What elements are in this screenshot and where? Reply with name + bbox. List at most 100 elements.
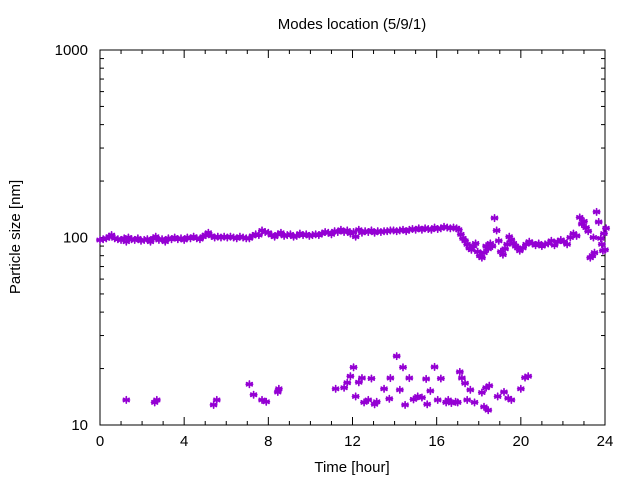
data-point [122, 395, 131, 405]
data-point [455, 367, 464, 376]
data-point [195, 235, 204, 244]
data-point [343, 226, 352, 235]
x-tick-label: 24 [597, 433, 614, 450]
data-point [470, 398, 479, 407]
data-point [204, 228, 213, 237]
data-point [417, 393, 426, 402]
data-point [534, 239, 543, 248]
data-point [469, 242, 478, 251]
data-point [458, 234, 468, 243]
data-point [364, 395, 373, 405]
data-point [550, 241, 559, 250]
data-point [461, 379, 470, 388]
data-point [485, 381, 494, 390]
data-point [409, 395, 418, 404]
data-point [547, 236, 556, 245]
data-point [600, 245, 610, 254]
axes-group: 0 4 8 12 16 20 24 10 100 1000 [55, 42, 614, 450]
data-point [151, 232, 160, 241]
data-point [133, 234, 142, 243]
x-axis-label: Time [hour] [314, 459, 389, 476]
data-point [488, 242, 497, 251]
data-point [292, 231, 301, 240]
data-point [456, 230, 465, 239]
data-point [582, 223, 591, 232]
data-point [422, 374, 431, 384]
data-point [494, 236, 503, 245]
data-point [357, 373, 367, 383]
data-point [503, 240, 512, 249]
data-point [588, 251, 597, 260]
data-point [492, 226, 501, 235]
data-point [590, 248, 599, 257]
data-point [286, 230, 295, 239]
y-tick-label: 100 [63, 230, 88, 247]
y-tick-label: 1000 [55, 42, 88, 59]
data-point [477, 253, 486, 262]
data-point [498, 250, 507, 259]
data-point [161, 237, 170, 246]
data-point [245, 234, 254, 243]
data-point [579, 217, 589, 226]
data-point [209, 400, 218, 409]
data-point [274, 384, 283, 393]
data-point [158, 235, 167, 244]
data-point [254, 231, 263, 240]
data-point [484, 406, 493, 415]
data-point [592, 207, 601, 216]
data-point [340, 383, 349, 392]
data-point [490, 213, 499, 223]
data-point [401, 400, 410, 409]
data-point [457, 373, 466, 383]
data-point [276, 228, 286, 237]
data-point [423, 400, 432, 409]
data-point [577, 219, 586, 229]
data-point [454, 225, 463, 234]
data-point [572, 231, 581, 240]
data-point [463, 240, 472, 249]
data-point [453, 398, 462, 407]
data-point [327, 230, 336, 239]
data-point [349, 363, 358, 372]
data-point [486, 239, 495, 248]
data-point [513, 243, 522, 252]
data-point [602, 224, 611, 233]
data-point [524, 372, 533, 381]
data-point [180, 235, 189, 245]
data-point [505, 232, 514, 241]
data-point [249, 390, 258, 399]
data-point [392, 352, 401, 361]
x-tick-label: 8 [264, 433, 272, 450]
data-point [466, 385, 475, 394]
data-point [430, 362, 439, 371]
data-point [442, 398, 451, 407]
data-point [354, 378, 363, 387]
data-point [150, 398, 159, 407]
data-point [516, 384, 525, 393]
data-point [544, 239, 553, 248]
data-point [479, 248, 489, 257]
data-point [589, 233, 598, 242]
data-point [569, 229, 578, 238]
data-point [386, 373, 395, 383]
data-point [563, 240, 572, 249]
x-tick-label: 12 [344, 433, 361, 450]
x-tick-label: 4 [180, 433, 188, 450]
data-point [471, 239, 480, 248]
data-point [146, 237, 155, 246]
data-point [507, 395, 516, 405]
chart-title: Modes location (5/9/1) [278, 16, 426, 33]
data-point [120, 234, 129, 243]
data-point [447, 398, 456, 408]
data-point [380, 384, 389, 393]
data-point [509, 239, 518, 248]
data-point [473, 247, 482, 256]
data-point [597, 240, 606, 249]
data-point [273, 387, 282, 397]
data-point [270, 232, 279, 241]
data-point [467, 245, 476, 254]
data-point [354, 225, 363, 234]
data-point [245, 380, 254, 389]
data-point [343, 378, 352, 387]
